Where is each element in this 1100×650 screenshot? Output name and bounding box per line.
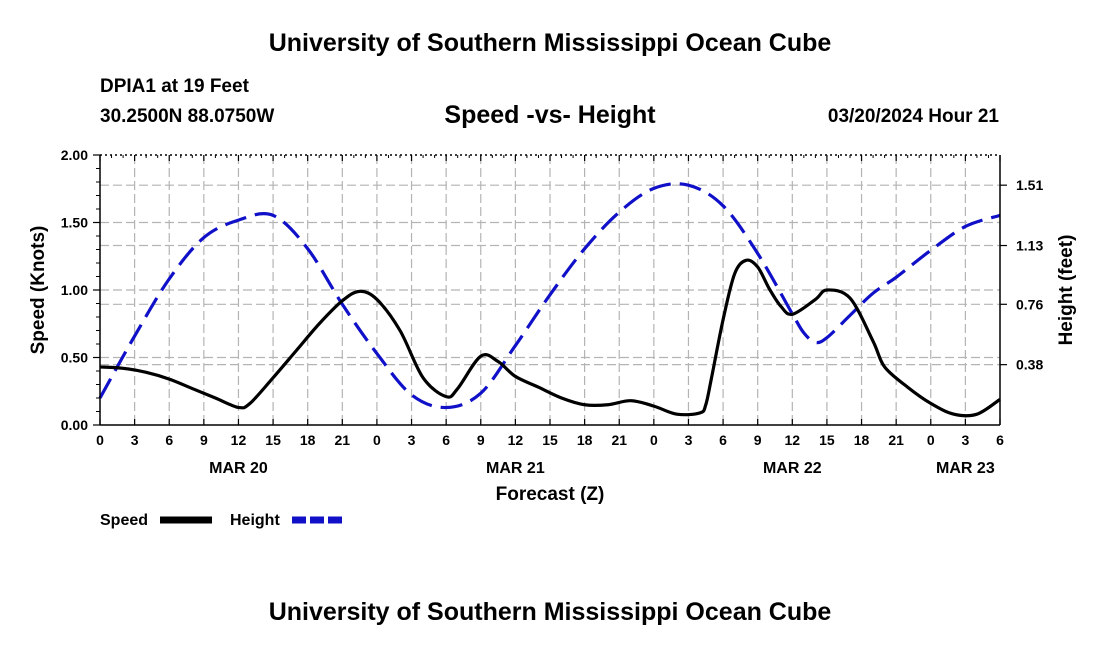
x-tick-label: 18 (854, 432, 870, 448)
grid-layer (100, 155, 1000, 425)
y-tick-label: 1.00 (61, 282, 88, 298)
x-tick-label: 3 (961, 432, 969, 448)
axis-layer: 0 3 6 9 12 15 18 21 0 3 6 9 12 15 18 21 0 3 6 9 12 15 18 21 0 3 6M… (28, 147, 1077, 505)
x-tick-label: 3 (685, 432, 693, 448)
x-tick-label: 0 (373, 432, 381, 448)
x-tick-label: 15 (542, 432, 558, 448)
x-tick-label: 0 (650, 432, 658, 448)
x-tick-label: 9 (200, 432, 208, 448)
y2-tick-label: 1.13 (1016, 238, 1043, 254)
series-speed-line (99, 258, 1001, 418)
page-title: University of Southern Mississippi Ocean… (268, 29, 832, 57)
x-tick-label: 3 (131, 432, 139, 448)
x-tick-label: 3 (408, 432, 416, 448)
x-tick-label: 18 (300, 432, 316, 448)
chart-subtitle: Speed -vs- Height (444, 101, 656, 129)
y-tick-label: 1.50 (61, 215, 88, 231)
y-axis-title: Speed (Knots) (28, 226, 49, 355)
x-tick-label: 6 (165, 432, 173, 448)
series-height-line (98, 182, 1001, 410)
date-label: MAR 23 (936, 460, 995, 477)
x-tick-label: 21 (611, 432, 627, 448)
y2-tick-label: 0.38 (1016, 357, 1043, 373)
x-tick-label: 12 (508, 432, 524, 448)
station-label: DPIA1 at 19 Feet (100, 76, 249, 97)
x-tick-label: 12 (785, 432, 801, 448)
y-tick-label: 0.00 (61, 417, 88, 433)
y2-axis-title: Height (feet) (1056, 235, 1077, 346)
date-label: MAR 21 (486, 460, 545, 477)
y-tick-label: 0.50 (61, 350, 88, 366)
date-label: MAR 22 (763, 460, 822, 477)
y2-tick-label: 1.51 (1016, 177, 1043, 193)
x-tick-label: 15 (819, 432, 835, 448)
x-tick-label: 18 (577, 432, 593, 448)
x-tick-label: 12 (231, 432, 247, 448)
footer-title: University of Southern Mississippi Ocean… (268, 598, 832, 626)
y2-tick-label: 0.76 (1016, 296, 1043, 312)
x-tick-label: 9 (754, 432, 762, 448)
x-tick-label: 21 (335, 432, 351, 448)
y-tick-label: 2.00 (61, 147, 88, 163)
forecast-datetime: 03/20/2024 Hour 21 (827, 106, 999, 127)
x-tick-label: 6 (996, 432, 1004, 448)
x-tick-label: 15 (265, 432, 281, 448)
series-layer (98, 182, 1001, 418)
legend: Speed Height (100, 512, 342, 529)
x-tick-label: 6 (442, 432, 450, 448)
date-label: MAR 20 (209, 460, 268, 477)
x-tick-label: 21 (888, 432, 904, 448)
x-axis-title: Forecast (Z) (496, 484, 605, 505)
x-tick-label: 0 (96, 432, 104, 448)
x-tick-label: 0 (927, 432, 935, 448)
x-tick-label: 9 (477, 432, 485, 448)
legend-label-height: Height (230, 512, 280, 529)
x-tick-label: 6 (719, 432, 727, 448)
legend-label-speed: Speed (100, 512, 148, 529)
station-coordinates: 30.2500N 88.0750W (100, 106, 275, 127)
